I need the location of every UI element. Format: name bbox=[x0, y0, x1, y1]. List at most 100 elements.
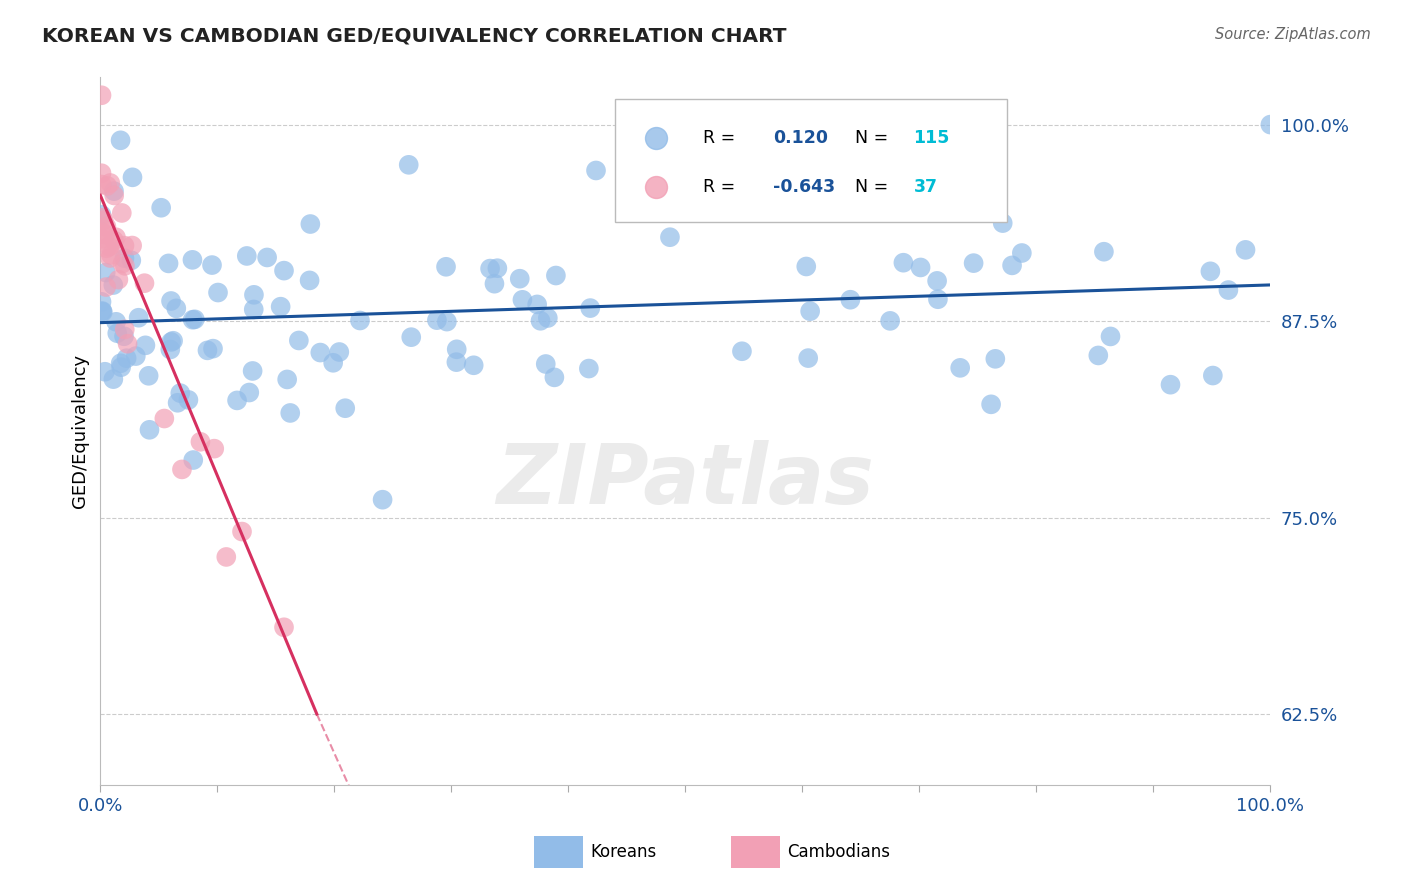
Point bbox=[797, 351, 820, 365]
Point bbox=[335, 401, 357, 416]
Point bbox=[298, 273, 321, 287]
Text: Source: ZipAtlas.com: Source: ZipAtlas.com bbox=[1215, 27, 1371, 42]
Point bbox=[278, 406, 301, 420]
Point bbox=[201, 342, 224, 356]
Point bbox=[731, 344, 754, 359]
Point bbox=[817, 188, 839, 202]
Point bbox=[134, 276, 156, 290]
Point bbox=[115, 351, 138, 366]
Point bbox=[110, 360, 132, 375]
FancyBboxPatch shape bbox=[616, 99, 1007, 222]
Point bbox=[236, 249, 259, 263]
Point bbox=[110, 356, 132, 370]
Point bbox=[96, 178, 118, 193]
Point bbox=[398, 158, 420, 172]
Point bbox=[243, 288, 266, 302]
Text: R =: R = bbox=[703, 128, 735, 146]
Point bbox=[201, 258, 224, 272]
Point bbox=[114, 238, 136, 252]
Point bbox=[794, 260, 817, 274]
Point bbox=[134, 338, 156, 352]
Point bbox=[276, 372, 298, 386]
Point bbox=[96, 219, 118, 234]
Point bbox=[309, 345, 332, 359]
Point bbox=[578, 361, 600, 376]
Point bbox=[90, 178, 112, 192]
Point bbox=[288, 334, 311, 348]
Point bbox=[181, 252, 204, 267]
Point bbox=[1218, 283, 1240, 297]
Point bbox=[962, 256, 984, 270]
Text: 0.120: 0.120 bbox=[773, 128, 828, 146]
Point bbox=[658, 230, 681, 244]
Point bbox=[94, 266, 117, 280]
Point bbox=[910, 260, 932, 275]
Text: Koreans: Koreans bbox=[591, 843, 657, 861]
Point bbox=[103, 234, 125, 248]
Point bbox=[238, 385, 260, 400]
Point bbox=[111, 256, 134, 270]
Point bbox=[893, 256, 915, 270]
Point bbox=[273, 263, 295, 277]
Point bbox=[544, 268, 567, 283]
Point bbox=[226, 393, 249, 408]
Point bbox=[111, 206, 134, 220]
Point bbox=[170, 462, 193, 476]
Point bbox=[114, 251, 136, 265]
Point bbox=[157, 256, 180, 270]
Point bbox=[112, 329, 135, 343]
Point bbox=[799, 304, 821, 318]
Text: Cambodians: Cambodians bbox=[787, 843, 890, 861]
Point bbox=[256, 251, 278, 265]
Point bbox=[125, 349, 148, 363]
Text: R =: R = bbox=[703, 178, 735, 196]
Point bbox=[103, 188, 125, 202]
Point bbox=[927, 292, 949, 306]
Point bbox=[90, 211, 112, 225]
Point bbox=[1099, 329, 1122, 343]
Point bbox=[90, 166, 112, 180]
Point bbox=[91, 304, 114, 318]
Point bbox=[215, 549, 238, 564]
Point bbox=[138, 368, 160, 383]
Point bbox=[91, 305, 114, 319]
Point bbox=[1011, 246, 1033, 260]
Point bbox=[927, 274, 949, 288]
Point bbox=[202, 442, 225, 456]
Point bbox=[184, 312, 207, 326]
Point bbox=[579, 301, 602, 315]
Point bbox=[94, 365, 117, 379]
Point bbox=[436, 315, 458, 329]
Point bbox=[509, 271, 531, 285]
Point bbox=[242, 364, 264, 378]
Point bbox=[585, 163, 607, 178]
Point bbox=[1159, 377, 1181, 392]
Point bbox=[159, 343, 181, 357]
Point bbox=[90, 304, 112, 318]
Point bbox=[114, 322, 136, 336]
Point bbox=[197, 343, 219, 358]
Point bbox=[96, 241, 118, 255]
Text: N =: N = bbox=[855, 178, 889, 196]
Point bbox=[190, 434, 212, 449]
Point bbox=[879, 314, 901, 328]
Point bbox=[839, 293, 862, 307]
Point bbox=[231, 524, 253, 539]
Point bbox=[980, 397, 1002, 411]
Point bbox=[117, 336, 139, 351]
Text: ZIPatlas: ZIPatlas bbox=[496, 440, 875, 521]
Point bbox=[98, 176, 121, 190]
Point bbox=[984, 351, 1007, 366]
Point bbox=[758, 178, 780, 193]
Point bbox=[103, 184, 125, 198]
Point bbox=[103, 278, 125, 293]
Point bbox=[484, 277, 506, 291]
Point bbox=[91, 232, 114, 246]
Point bbox=[90, 88, 112, 103]
Point bbox=[794, 189, 817, 203]
Text: 37: 37 bbox=[914, 178, 938, 196]
Point bbox=[90, 294, 112, 309]
Point bbox=[93, 213, 115, 227]
Point bbox=[100, 248, 122, 262]
Point bbox=[534, 357, 557, 371]
